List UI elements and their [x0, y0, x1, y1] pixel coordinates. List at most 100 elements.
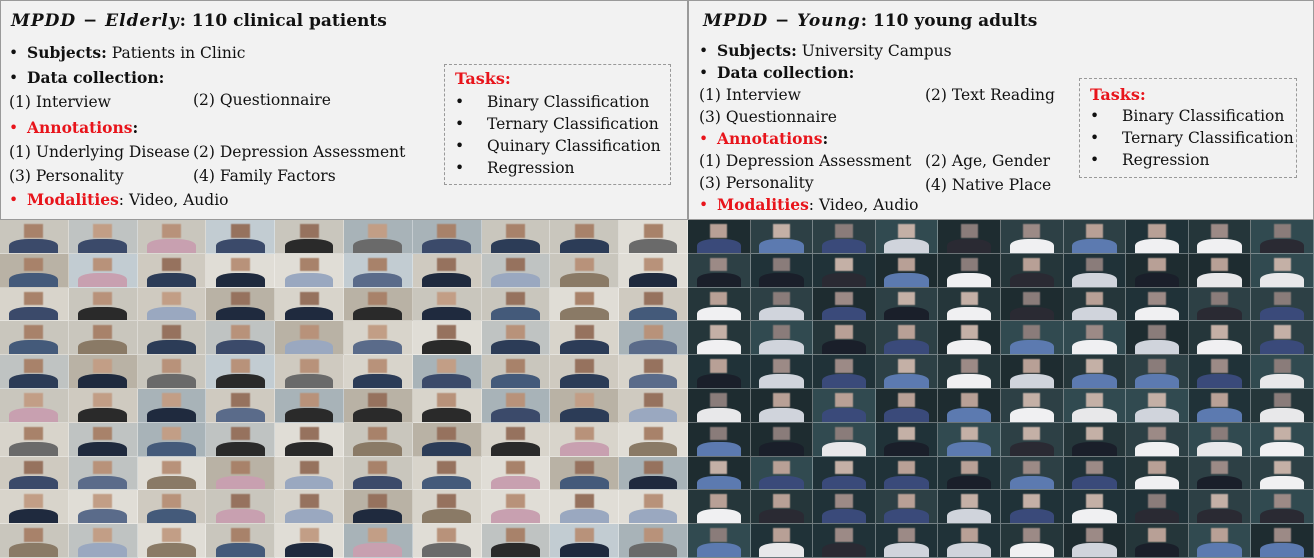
blurred-face [24, 257, 44, 272]
blurred-face [1023, 392, 1041, 407]
participant-thumbnail [750, 321, 814, 356]
blurred-face [772, 392, 790, 407]
torso [1072, 340, 1117, 355]
participant-thumbnail [0, 422, 69, 457]
blurred-face [299, 359, 319, 373]
participant-thumbnail [1000, 355, 1064, 389]
blurred-face [368, 426, 388, 441]
participant-thumbnail [688, 287, 751, 322]
blurred-face [1148, 392, 1166, 407]
participant-thumbnail [875, 456, 939, 491]
blurred-face [299, 291, 319, 306]
torso [284, 475, 334, 490]
torso [1072, 441, 1117, 456]
torso [821, 306, 867, 321]
torso [353, 441, 403, 456]
blurred-face [1023, 494, 1041, 509]
blurred-face [1273, 494, 1291, 509]
bullet: • [455, 115, 465, 133]
torso [491, 374, 540, 388]
participant-thumbnail [1000, 388, 1064, 423]
torso [1260, 408, 1305, 422]
blurred-face [835, 291, 853, 306]
blurred-face [1085, 494, 1103, 509]
blurred-face [897, 257, 916, 272]
blurred-face [230, 223, 250, 238]
young-annotations-heading: • Annotations: [699, 128, 828, 150]
torso [821, 543, 867, 557]
participant-thumbnail [68, 287, 138, 322]
participant-thumbnail [1063, 253, 1127, 288]
blurred-face [230, 460, 250, 475]
participant-thumbnail [481, 287, 551, 322]
participant-thumbnail [550, 253, 620, 288]
participant-thumbnail [344, 287, 413, 322]
blurred-face [1148, 528, 1166, 542]
blurred-face [1148, 359, 1166, 373]
blurred-face [299, 426, 319, 441]
blurred-face [710, 325, 728, 340]
blurred-face [835, 494, 853, 509]
blurred-face [1085, 528, 1103, 542]
torso [559, 340, 609, 355]
participant-thumbnail [688, 321, 751, 356]
blurred-face [299, 223, 319, 238]
participant-thumbnail [1000, 490, 1064, 525]
torso [628, 374, 678, 388]
blurred-face [960, 291, 978, 306]
blurred-face [506, 392, 525, 407]
blurred-face [506, 460, 525, 475]
torso [9, 306, 59, 321]
blurred-face [230, 426, 250, 441]
blurred-face [960, 223, 978, 238]
torso [696, 306, 741, 321]
participant-thumbnail [344, 253, 413, 288]
torso [696, 272, 741, 287]
participant-thumbnail [344, 355, 413, 389]
participant-thumbnail [938, 388, 1001, 423]
torso [821, 272, 867, 287]
torso [559, 408, 609, 422]
blurred-face [437, 528, 457, 542]
torso [215, 543, 265, 557]
torso [353, 340, 403, 355]
participant-thumbnail [1126, 321, 1189, 356]
participant-thumbnail [1251, 253, 1314, 288]
blurred-face [506, 528, 525, 542]
blurred-face [506, 359, 525, 373]
blurred-face [1023, 460, 1041, 475]
torso [696, 441, 741, 456]
torso [491, 239, 540, 253]
blurred-face [1273, 291, 1291, 306]
participant-thumbnail [938, 456, 1001, 491]
participant-thumbnail [938, 321, 1001, 356]
participant-thumbnail [412, 524, 482, 558]
torso [78, 441, 128, 456]
participant-thumbnail [875, 422, 939, 457]
participant-thumbnail [813, 490, 876, 525]
torso [628, 239, 678, 253]
torso [759, 374, 804, 388]
elderly-annotations-label: Annotations [27, 118, 133, 137]
participant-thumbnail [68, 253, 138, 288]
torso [147, 441, 196, 456]
torso [559, 239, 609, 253]
torso [1260, 475, 1305, 490]
bullet: • [699, 64, 709, 82]
blurred-face [1148, 426, 1166, 441]
participant-thumbnail [0, 220, 69, 254]
torso [759, 475, 804, 490]
torso [78, 543, 128, 557]
blurred-face [162, 426, 181, 441]
participant-thumbnail [550, 456, 620, 491]
blurred-face [710, 291, 728, 306]
task-item: • Ternary Classification [455, 115, 659, 133]
blurred-face [574, 426, 594, 441]
participant-thumbnail [1251, 524, 1314, 558]
participant-thumbnail [1063, 355, 1127, 389]
torso [9, 475, 59, 490]
participant-thumbnail [0, 287, 69, 322]
participant-thumbnail [0, 253, 69, 288]
elderly-title-rest: : 110 clinical patients [179, 11, 387, 31]
blurred-face [1023, 426, 1041, 441]
